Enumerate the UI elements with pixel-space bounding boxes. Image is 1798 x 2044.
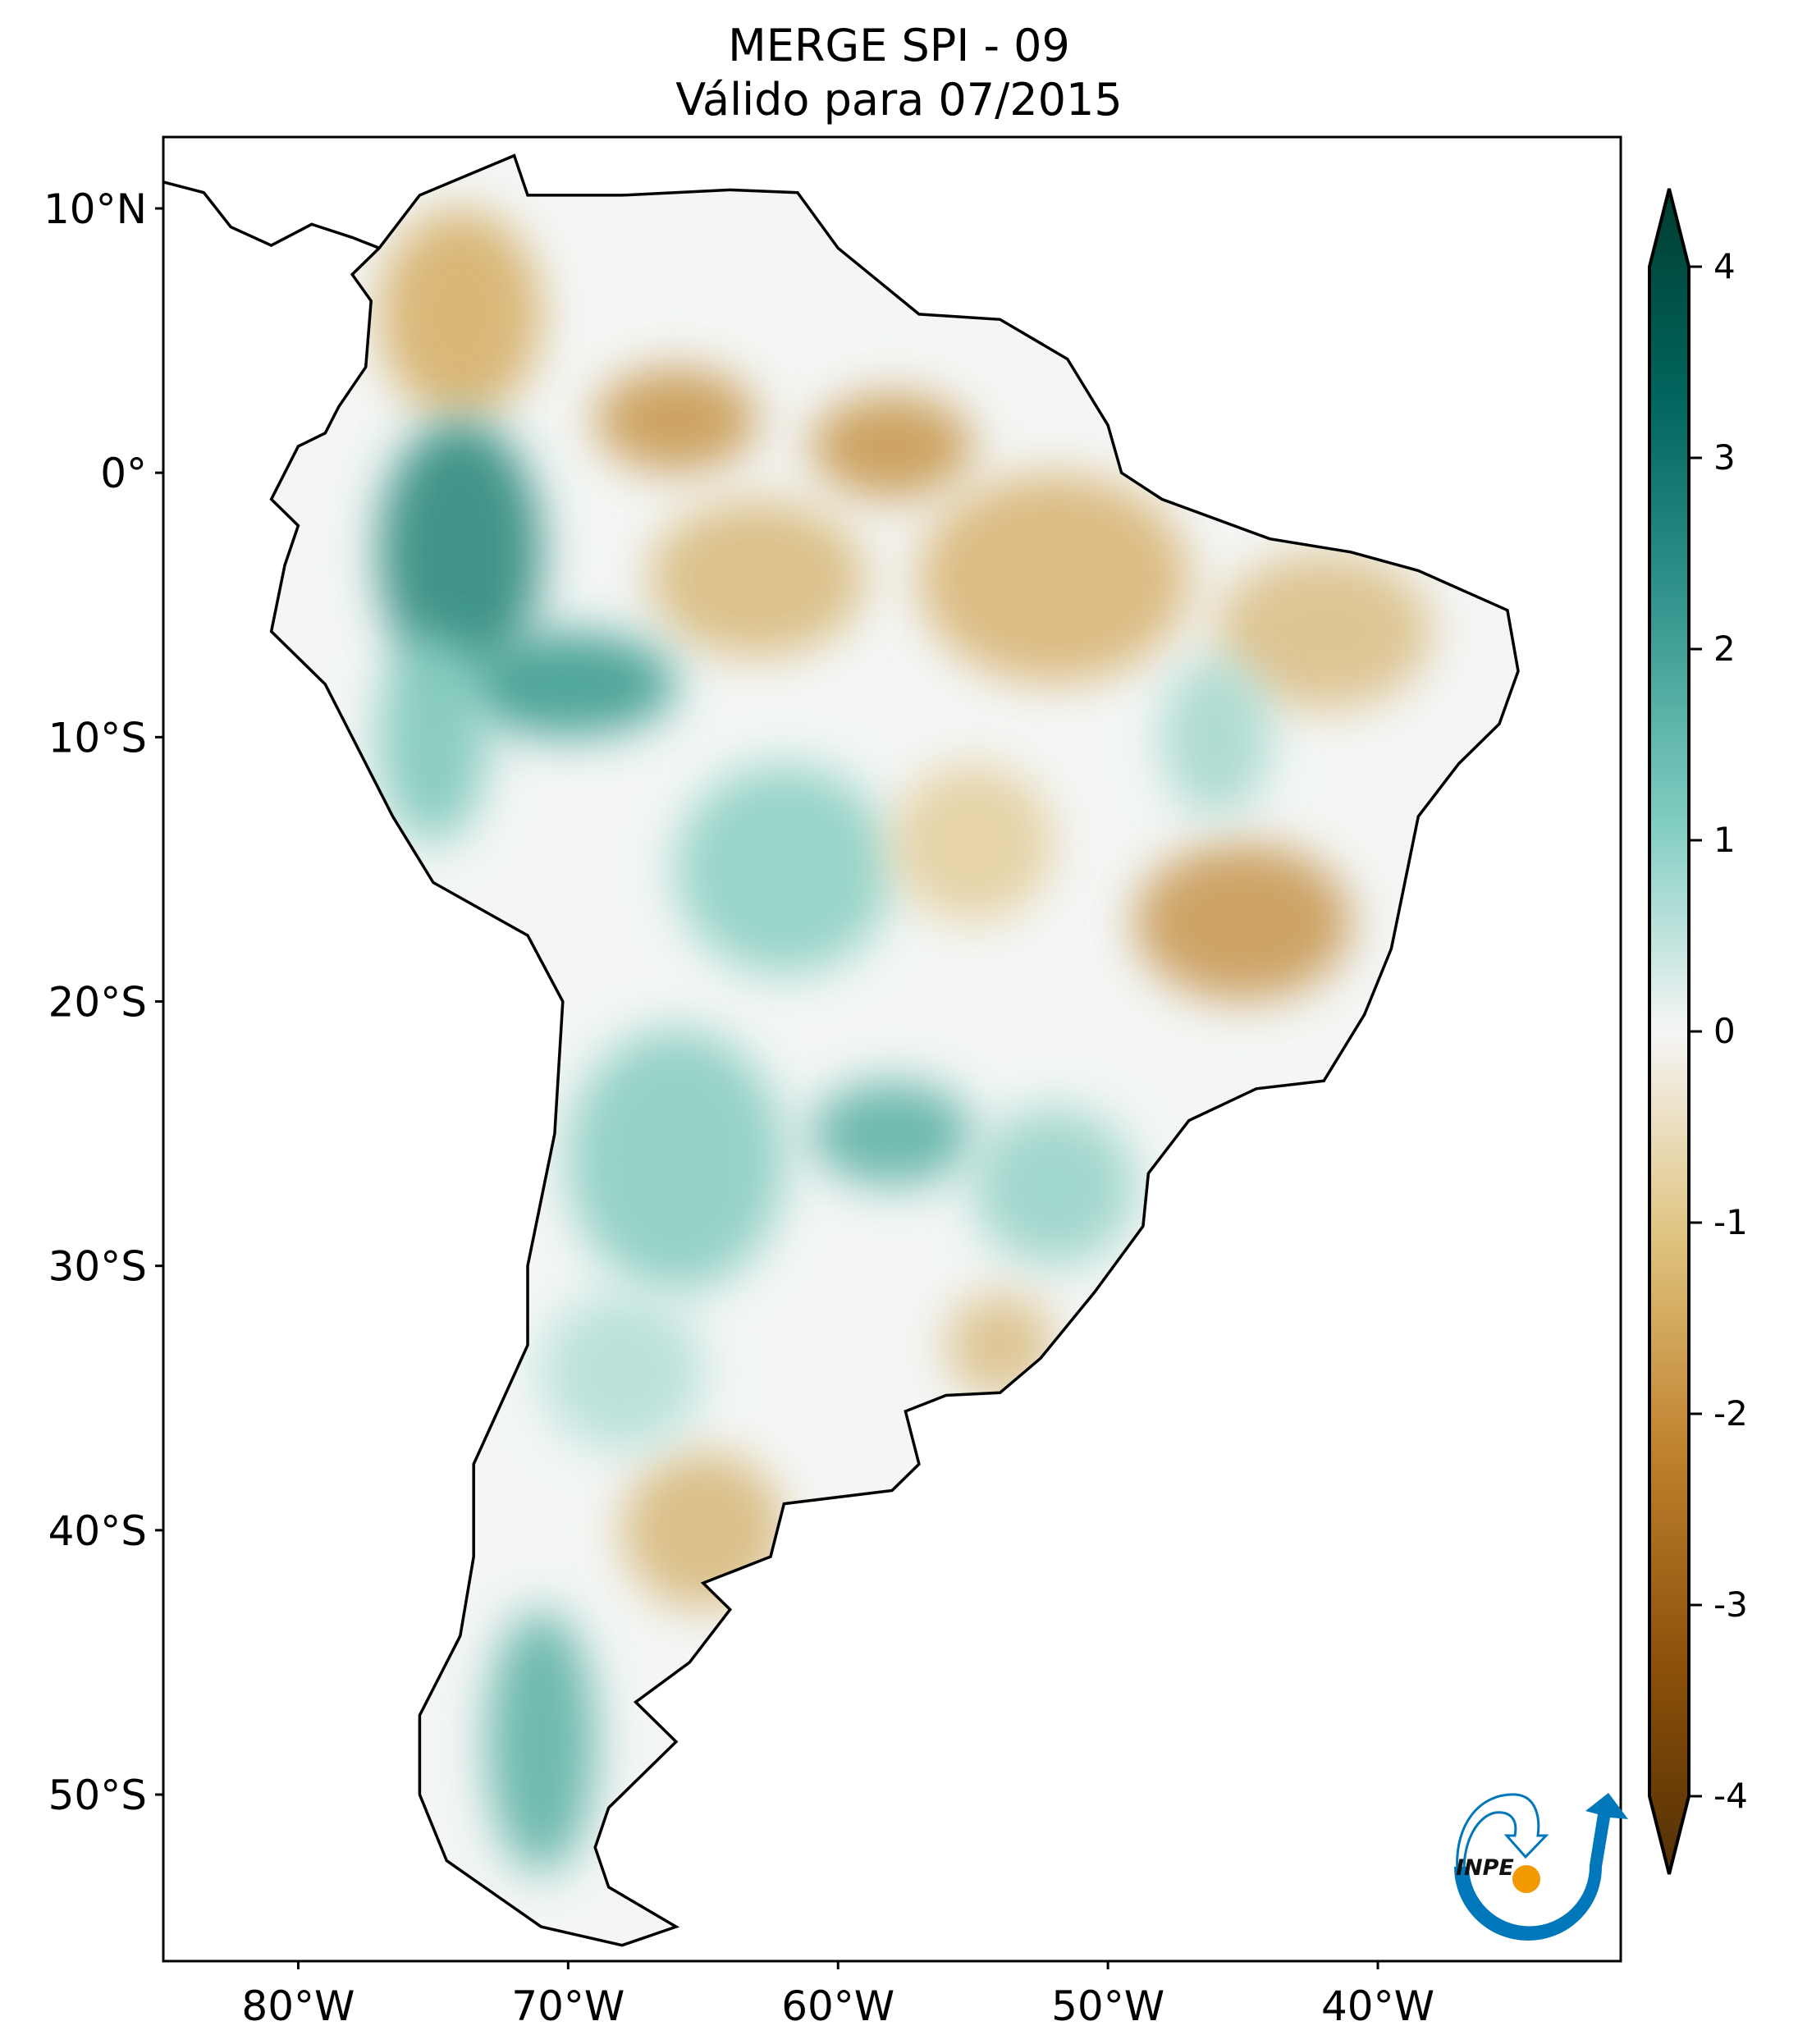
spi-anomaly-area (918, 473, 1190, 684)
spi-anomaly-area (972, 1108, 1136, 1266)
lat-tick-label: 50°S (48, 1772, 147, 1819)
central-america-coastline (162, 181, 380, 249)
colorbar-tick-label: -2 (1713, 1393, 1748, 1434)
spi-anomaly-area (594, 367, 757, 473)
colorbar-ticks: 4 3 2 1 0 -1 -2 -3 -4 (1689, 246, 1748, 1816)
spi-anomaly-area (891, 764, 1055, 922)
lat-tick-label: 30°S (48, 1243, 147, 1291)
logo-sun (1512, 1865, 1540, 1893)
map-subtitle: Válido para 07/2015 (675, 74, 1123, 126)
colorbar-bar (1648, 188, 1690, 1875)
colorbar-tick-label: 2 (1713, 629, 1736, 669)
spi-anomaly-area (675, 764, 893, 975)
axis-ticks: 10°N 0° 10°S 20°S 30°S 40°S 50°S 80°W 70°W 60°W 50… (43, 185, 1434, 2030)
spi-anomaly-area (811, 393, 973, 499)
spi-anomaly-area (567, 1028, 785, 1292)
colorbar (1648, 188, 1690, 1875)
spi-anomaly-area (487, 1610, 596, 1873)
spi-anomaly-area (945, 1292, 1055, 1398)
spi-anomaly-area (1161, 658, 1270, 816)
lat-tick-label: 0° (100, 450, 147, 497)
colorbar-tick-label: 0 (1713, 1011, 1736, 1051)
spi-anomaly-area (811, 1081, 973, 1187)
spi-anomaly-area (621, 1451, 785, 1609)
colorbar-tick-label: 1 (1713, 820, 1736, 860)
lat-tick-label: 40°S (48, 1507, 147, 1555)
lon-tick-label: 60°W (781, 1982, 894, 2030)
spi-field (271, 155, 1519, 1946)
lon-tick-label: 50°W (1051, 1982, 1164, 2030)
spi-anomaly-area (541, 1292, 704, 1451)
colorbar-tick-label: 4 (1713, 246, 1736, 286)
map-frame (162, 135, 1622, 1963)
colorbar-tick-label: -4 (1713, 1776, 1748, 1816)
logo-text: INPE (1456, 1855, 1514, 1881)
spi-anomaly-area (1134, 843, 1352, 1001)
spi-anomaly-area (648, 500, 866, 658)
logo-swoosh (1454, 1793, 1628, 1941)
lon-tick-label: 80°W (241, 1982, 355, 2030)
lat-tick-label: 10°S (48, 714, 147, 761)
lon-tick-label: 70°W (511, 1982, 624, 2030)
lat-tick-label: 10°N (43, 185, 147, 233)
spi-anomaly-area (1215, 552, 1433, 711)
colorbar-tick-label: 3 (1713, 437, 1736, 478)
lat-tick-label: 20°S (48, 979, 147, 1027)
spi-anomaly-area (378, 208, 542, 419)
spi-anomaly-area (378, 420, 542, 684)
spi-anomaly-area (460, 631, 677, 737)
coastline (269, 153, 1520, 1947)
colorbar-tick-label: -3 (1713, 1584, 1748, 1625)
lon-tick-label: 40°W (1321, 1982, 1434, 2030)
colorbar-tick-label: -1 (1713, 1202, 1748, 1242)
map-title: MERGE SPI - 09 (728, 20, 1070, 71)
inpe-logo: INPE (1454, 1793, 1628, 1941)
spi-anomaly-area (378, 632, 487, 843)
